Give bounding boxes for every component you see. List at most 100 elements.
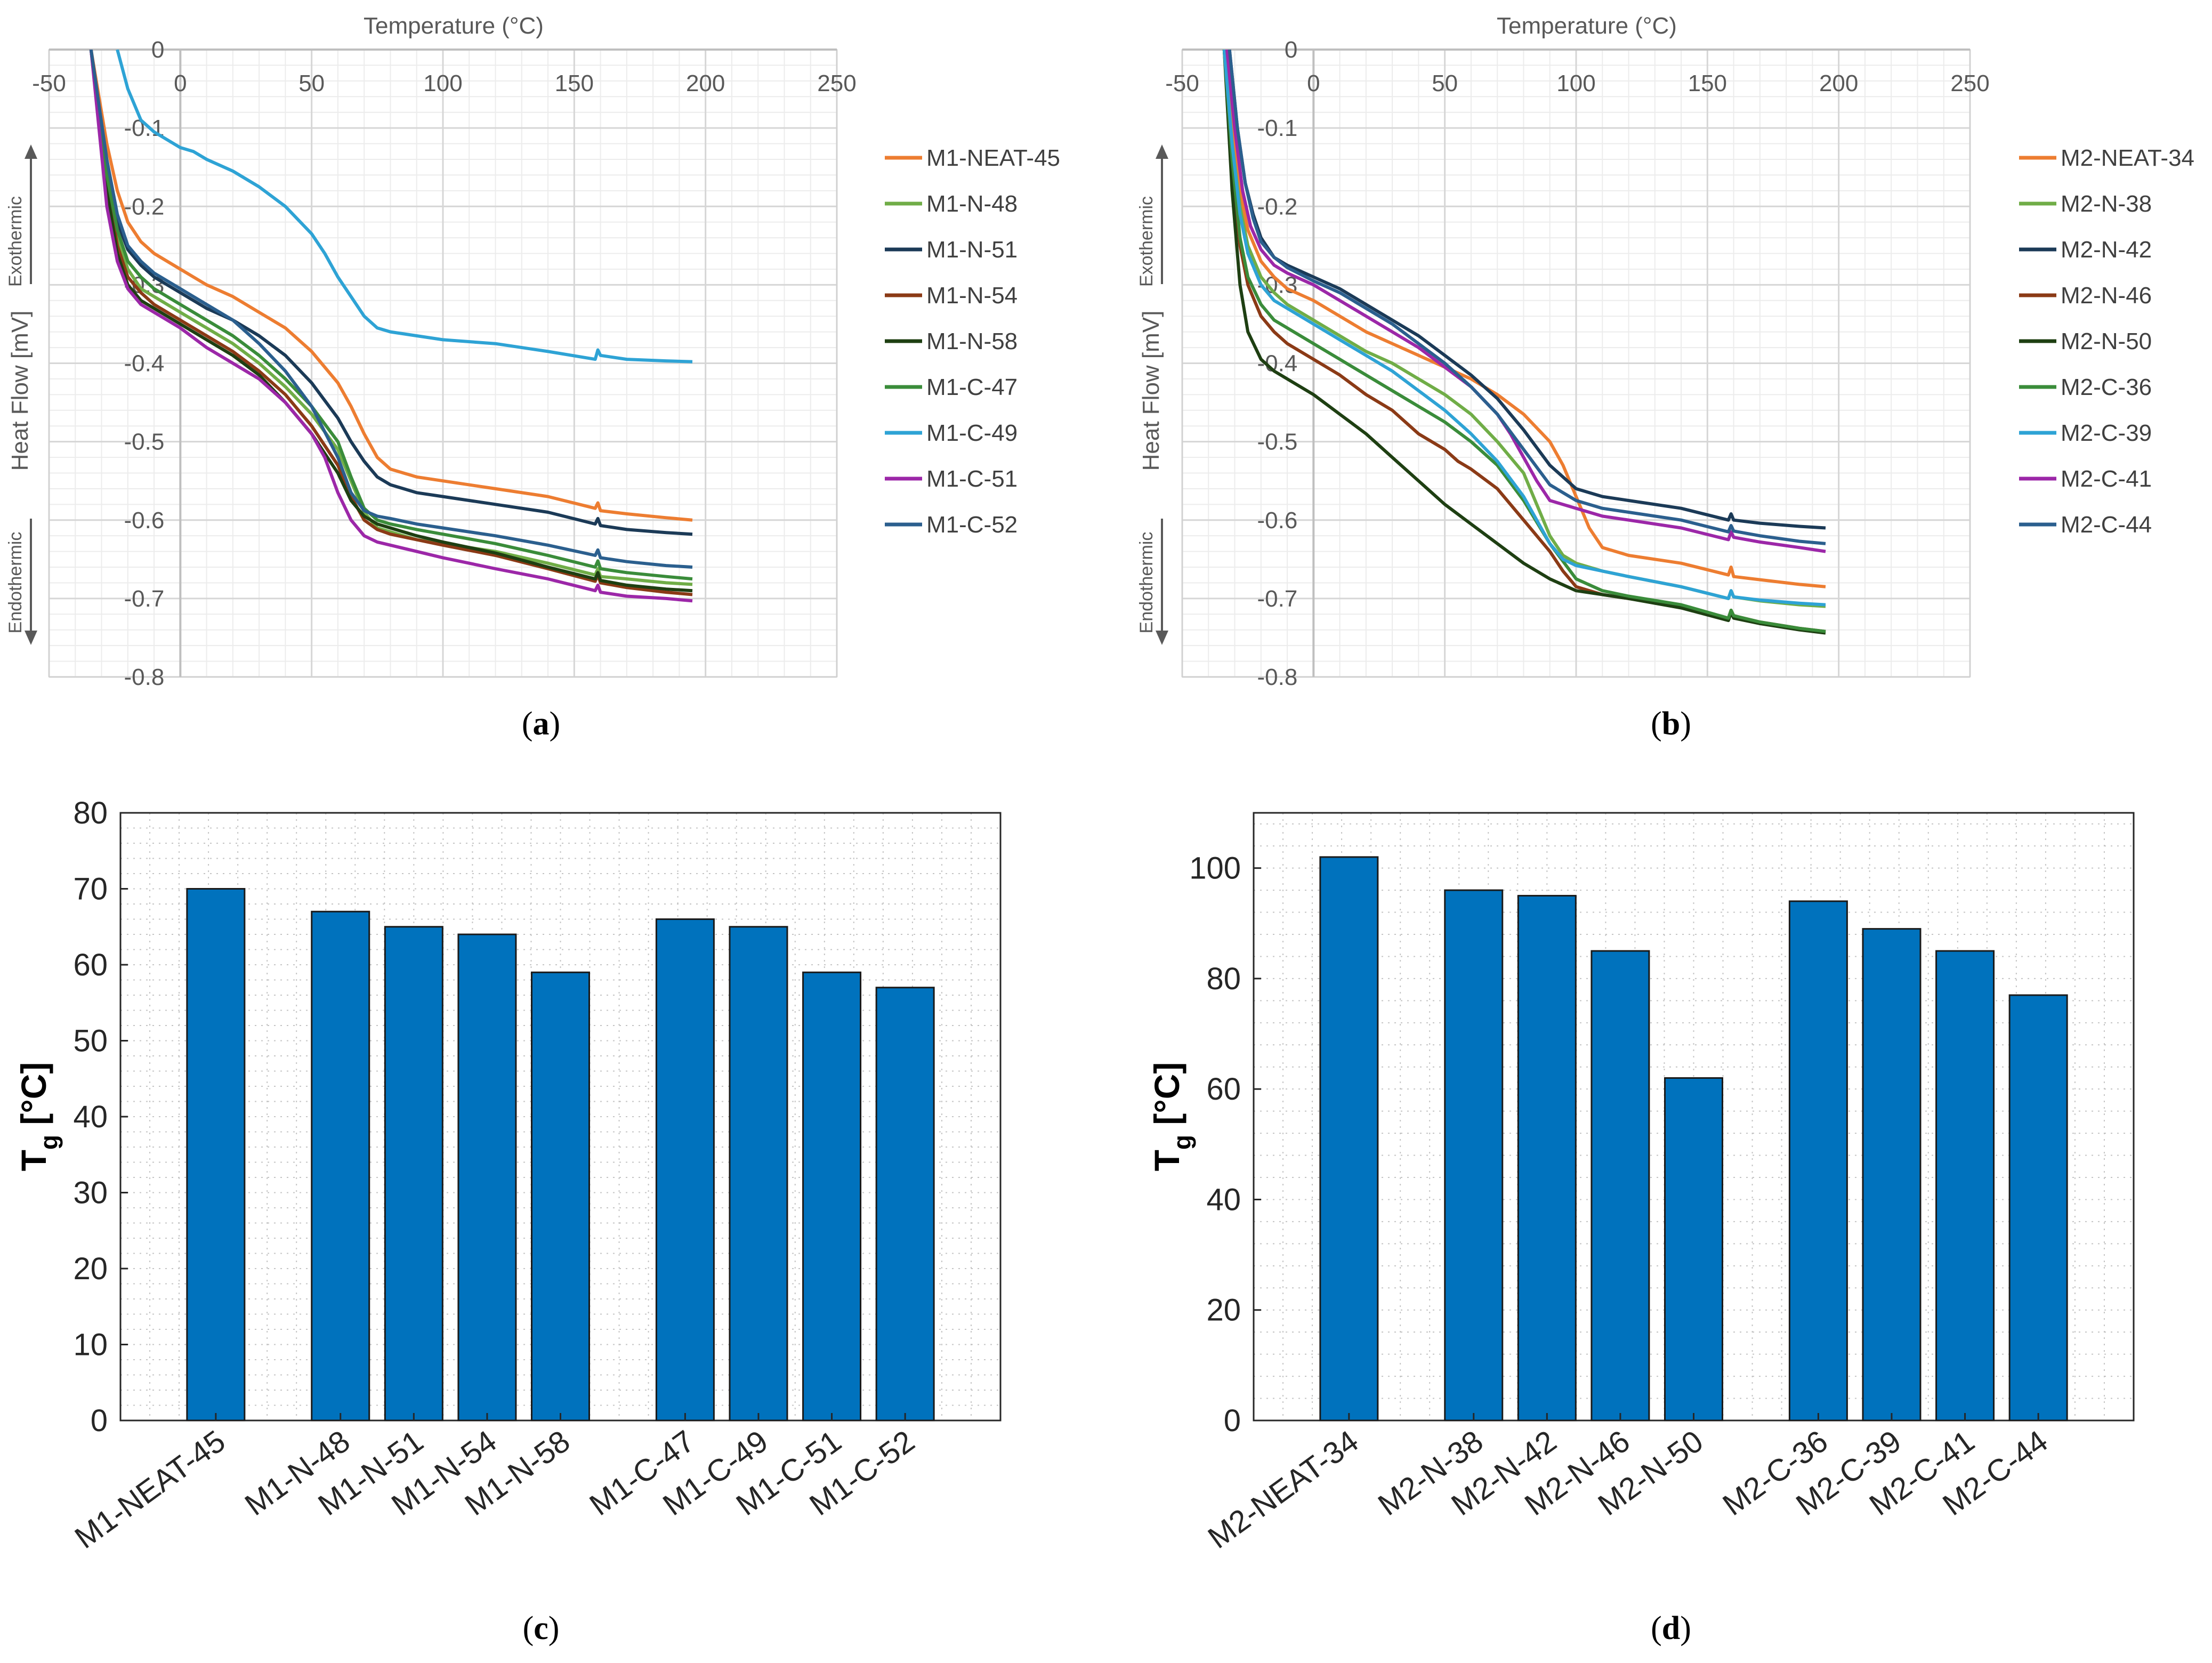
- legend-label-M2-N-50: M2-N-50: [2061, 328, 2152, 354]
- series-line-M1-C-51: [89, 50, 693, 603]
- y-tick-label: 60: [73, 948, 108, 982]
- caption-d: (d): [1651, 1610, 1691, 1646]
- exothermic-arrow-head: [25, 144, 37, 159]
- legend-label-M1-C-47: M1-C-47: [926, 374, 1018, 400]
- series-line-M2-C-44: [1228, 50, 1826, 545]
- y-tick-label: -0.2: [124, 193, 165, 220]
- legend-label-M2-C-36: M2-C-36: [2061, 374, 2152, 400]
- endothermic-arrow-head: [25, 631, 37, 645]
- x-tick-label: 250: [817, 70, 856, 96]
- y-tick-label: 0: [91, 1403, 108, 1438]
- bar-M2-C-41: [1935, 950, 1995, 1422]
- caption-c: (c): [523, 1610, 560, 1646]
- legend-label-M2-NEAT-34: M2-NEAT-34: [2061, 145, 2194, 171]
- y-tick-label: 20: [73, 1252, 108, 1286]
- x-tick-label: 0: [174, 70, 187, 96]
- bar-M1-C-47: [655, 918, 715, 1422]
- panel-a-dsc-curves: -50 0 50 100 150 200 2500-0.1-0.2-0.3-0.4-0.5-…: [5, 13, 1060, 690]
- endothermic-label: Endothermic: [1136, 532, 1157, 634]
- bar-M2-NEAT-34: [1319, 856, 1379, 1422]
- x-tick-label: -50: [1165, 70, 1199, 96]
- caption-a: (a): [522, 706, 560, 742]
- x-tick-label: 200: [1819, 70, 1858, 96]
- y-tick-label: 40: [1206, 1182, 1241, 1217]
- y-tick-label: -0.5: [1257, 429, 1298, 455]
- y-tick-label: -0.5: [124, 429, 165, 455]
- y-tick-label: 100: [1189, 851, 1241, 886]
- x-tick-label: -50: [32, 70, 66, 96]
- y-axis-title: Heat Flow [mV]: [1138, 311, 1164, 471]
- exothermic-label: Exothermic: [1136, 196, 1157, 287]
- bar-M2-N-50: [1664, 1077, 1723, 1422]
- endothermic-arrow-head: [1156, 631, 1168, 645]
- bar-M1-C-51: [802, 971, 862, 1422]
- x-tick-label: 250: [1950, 70, 1989, 96]
- bar-M1-NEAT-45: [186, 888, 246, 1422]
- y-tick-label: -0.1: [1257, 115, 1298, 141]
- x-axis-title: Temperature (°C): [1497, 13, 1677, 39]
- legend-label-M2-N-42: M2-N-42: [2061, 237, 2152, 263]
- y-tick-label: 20: [1206, 1293, 1241, 1328]
- legend-label-M1-NEAT-45: M1-NEAT-45: [926, 145, 1060, 171]
- y-axis-title: Tg [°C]: [1147, 1062, 1196, 1172]
- y-tick-label: 0: [151, 37, 164, 63]
- y-tick-label: 40: [73, 1100, 108, 1134]
- bar-M1-N-54: [457, 933, 517, 1422]
- bar-M1-N-51: [384, 926, 443, 1422]
- y-tick-label: -0.6: [124, 507, 165, 534]
- panel-b-dsc-curves: -50 0 50 100 150 200 2500-0.1-0.2-0.3-0.4-0.5-…: [1136, 13, 2194, 690]
- y-tick-label: -0.4: [124, 351, 165, 377]
- y-tick-label: 0: [1224, 1403, 1241, 1438]
- exothermic-label: Exothermic: [5, 196, 26, 287]
- bar-M2-C-39: [1862, 928, 1922, 1422]
- y-tick-label: 50: [73, 1024, 108, 1059]
- y-axis-title-unit: [°C]: [14, 1062, 53, 1135]
- bar-M2-N-42: [1517, 894, 1577, 1422]
- y-axis-title-main: T: [14, 1150, 53, 1171]
- legend-label-M2-C-41: M2-C-41: [2061, 466, 2152, 492]
- x-tick-label: 150: [1688, 70, 1727, 96]
- bar-M2-N-46: [1591, 950, 1650, 1422]
- legend-label-M1-N-51: M1-N-51: [926, 237, 1018, 263]
- bar-M2-C-44: [2008, 994, 2068, 1422]
- x-tick-label: 0: [1307, 70, 1320, 96]
- x-axis-title: Temperature (°C): [364, 13, 544, 39]
- y-tick-label: -0.1: [124, 115, 165, 141]
- series-line-M1-N-58: [89, 50, 693, 593]
- series-line-M2-NEAT-34: [1222, 50, 1826, 588]
- legend-label-M1-N-58: M1-N-58: [926, 328, 1018, 354]
- series-line-M1-C-47: [89, 50, 693, 581]
- y-tick-label: -0.7: [124, 586, 165, 612]
- x-tick-label: 50: [1432, 70, 1458, 96]
- y-tick-label: 60: [1206, 1072, 1241, 1107]
- legend-label-M1-C-52: M1-C-52: [926, 512, 1018, 538]
- legend-label-M2-C-39: M2-C-39: [2061, 420, 2152, 446]
- x-tick-label: 150: [555, 70, 594, 96]
- bar-M1-N-58: [531, 971, 590, 1422]
- y-axis-title-main: T: [1147, 1150, 1186, 1171]
- legend-label-M1-N-48: M1-N-48: [926, 191, 1018, 217]
- y-tick-label: -0.7: [1257, 586, 1298, 612]
- series-line-M1-NEAT-45: [89, 50, 693, 522]
- legend-label-M2-C-44: M2-C-44: [2061, 512, 2152, 538]
- y-tick-label: -0.6: [1257, 507, 1298, 534]
- y-axis-title-subscript: g: [35, 1135, 63, 1150]
- y-tick-label: 0: [1285, 37, 1297, 63]
- bar-M2-C-36: [1788, 900, 1848, 1422]
- y-tick-label: 10: [73, 1328, 108, 1362]
- y-tick-label: 80: [1206, 962, 1241, 996]
- series-line-M2-C-36: [1222, 50, 1826, 633]
- series-line-M1-N-51: [89, 50, 693, 536]
- y-axis-title: Heat Flow [mV]: [7, 311, 33, 471]
- y-tick-label: 70: [73, 872, 108, 907]
- x-tick-label: 100: [423, 70, 462, 96]
- legend-label-M2-N-38: M2-N-38: [2061, 191, 2152, 217]
- series-line-M2-C-39: [1222, 50, 1826, 607]
- legend-label-M2-N-46: M2-N-46: [2061, 282, 2152, 309]
- exothermic-arrow-head: [1156, 144, 1168, 159]
- legend-label-M1-N-54: M1-N-54: [926, 282, 1018, 309]
- y-axis-title-unit: [°C]: [1147, 1062, 1186, 1135]
- x-tick-label: 200: [686, 70, 725, 96]
- legend-label-M1-C-49: M1-C-49: [926, 420, 1018, 446]
